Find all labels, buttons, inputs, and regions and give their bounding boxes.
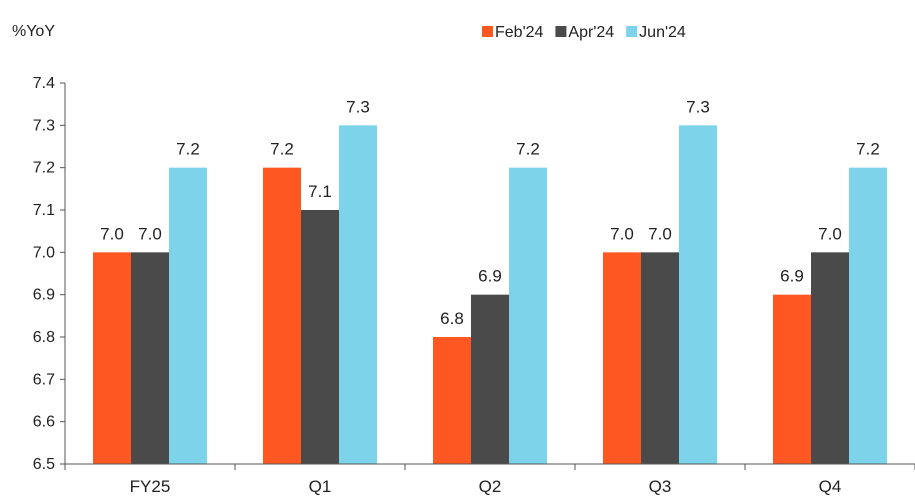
bar-data-label: 7.0: [818, 224, 842, 243]
y-tick-label: 6.5: [33, 456, 55, 473]
bar: [641, 252, 679, 464]
bar: [509, 167, 547, 464]
y-tick-label: 7.0: [33, 244, 55, 261]
legend: Feb'24 Apr'24 Jun'24: [482, 24, 686, 41]
bar: [301, 210, 339, 464]
y-tick-label: 6.8: [33, 329, 55, 346]
bar-data-label: 7.2: [516, 140, 540, 159]
x-category-label: Q3: [649, 477, 672, 496]
y-tick-label: 7.3: [33, 117, 55, 134]
bar: [339, 125, 377, 464]
bar: [849, 167, 887, 464]
bar-data-label: 7.2: [856, 140, 880, 159]
bar: [433, 337, 471, 464]
y-tick-label: 7.2: [33, 160, 55, 177]
bar: [169, 167, 207, 464]
bar-data-label: 7.2: [176, 140, 200, 159]
y-tick-label: 7.1: [33, 202, 55, 219]
x-category-label: FY25: [130, 477, 171, 496]
bar: [679, 125, 717, 464]
y-tick-label: 6.7: [33, 371, 55, 388]
y-tick-label: 6.6: [33, 414, 55, 431]
bar: [93, 252, 131, 464]
y-tick-label: 6.9: [33, 287, 55, 304]
legend-label: Jun'24: [639, 24, 686, 41]
bar-data-label: 7.2: [270, 140, 294, 159]
x-axis: FY25 Q1 Q2 Q3 Q4: [64, 463, 915, 496]
legend-label: Feb'24: [495, 24, 544, 41]
bar-data-label: 7.0: [100, 224, 124, 243]
bar-data-label: 7.0: [648, 224, 672, 243]
bar: [263, 167, 301, 464]
bar-data-label: 6.8: [440, 309, 464, 328]
x-category-label: Q4: [819, 477, 842, 496]
bar-data-label: 7.3: [346, 97, 370, 116]
bar: [773, 294, 811, 464]
bar-data-label: 6.9: [478, 267, 502, 286]
legend-swatch: [482, 26, 493, 37]
bar-data-label: 7.0: [610, 224, 634, 243]
bar-data-label: 7.3: [686, 97, 710, 116]
bar-data-label: 7.1: [308, 182, 332, 201]
bar-data-label: 6.9: [780, 267, 804, 286]
legend-swatch: [626, 26, 638, 37]
y-axis-unit-label: %YoY: [12, 23, 55, 40]
legend-swatch: [555, 26, 567, 37]
bar: [811, 252, 849, 464]
bar-data-label: 7.0: [138, 224, 162, 243]
bars: [93, 125, 887, 464]
bar: [471, 294, 509, 464]
bar: [131, 252, 169, 464]
y-tick-label: 7.4: [33, 75, 55, 92]
legend-label: Apr'24: [568, 24, 614, 41]
data-labels: 7.0 7.0 7.2 7.2 7.1 7.3 6.8 6.9 7.2 7.0 7.0 7.3 6.9 7…: [100, 97, 880, 328]
bar: [603, 252, 641, 464]
x-category-label: Q1: [309, 477, 332, 496]
x-category-label: Q2: [479, 477, 502, 496]
y-axis: 6.5 6.6 6.7 6.8 6.9 7.0 7.1 7.2 7.3 7.4: [33, 75, 66, 473]
